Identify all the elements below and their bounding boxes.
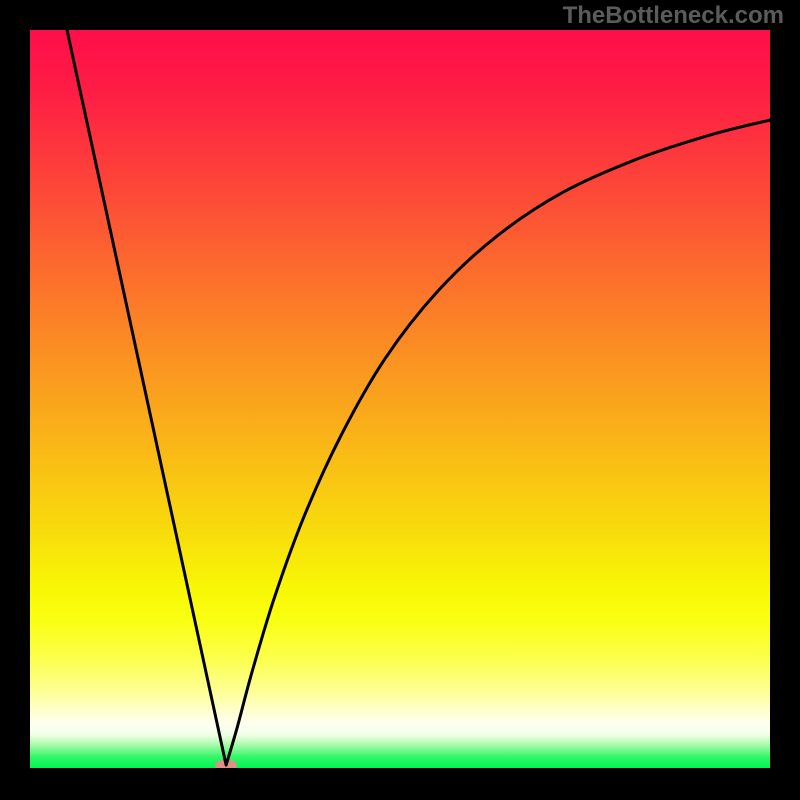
watermark-text: TheBottleneck.com [563,2,784,30]
plot-surface [30,30,770,768]
gradient-background [30,30,770,768]
